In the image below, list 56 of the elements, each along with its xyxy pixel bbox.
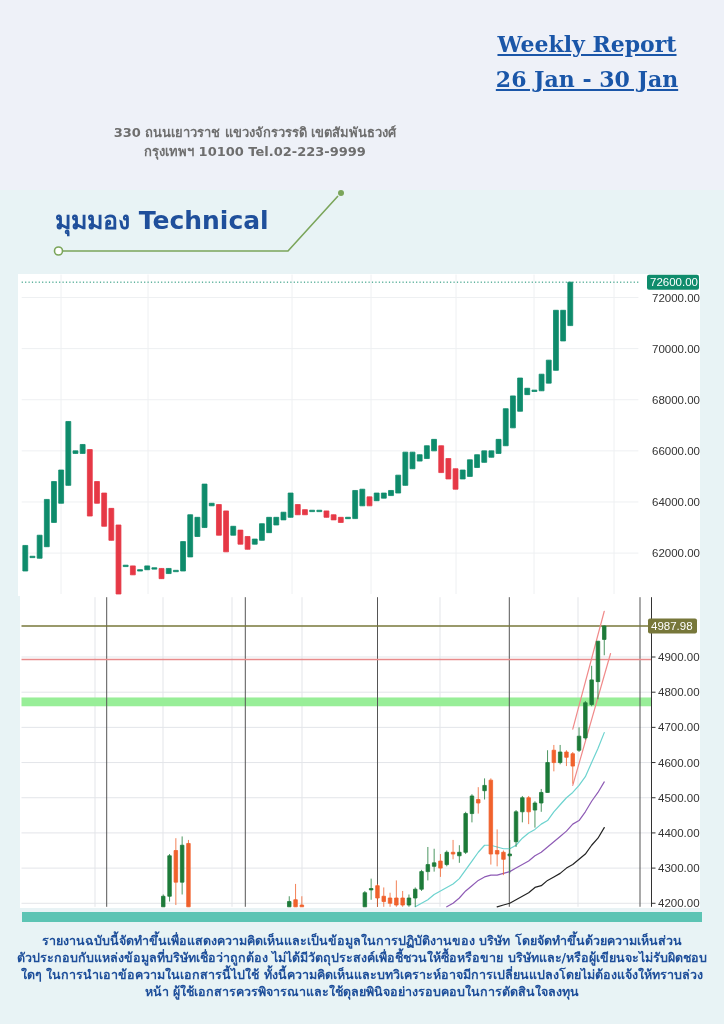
y-tick-label: 72000.00 <box>652 291 700 304</box>
candlestick <box>488 777 494 865</box>
line-series <box>414 732 605 908</box>
chart-title: มุมมอง Technical <box>55 205 269 236</box>
ref-line-label: 4987.98 <box>651 620 693 633</box>
line-series <box>496 827 605 908</box>
candlestick <box>406 894 412 908</box>
candlestick <box>158 568 165 580</box>
candlestick <box>576 726 582 753</box>
y-tick-label: 68000.00 <box>652 393 700 406</box>
candlestick <box>362 890 368 908</box>
candlestick <box>179 836 185 895</box>
y-tick-label: 4700.00 <box>658 721 700 734</box>
candlestick <box>287 895 292 908</box>
y-tick-label: 4400.00 <box>658 826 700 839</box>
candlestick <box>122 564 129 567</box>
candlestick <box>526 795 531 825</box>
candlestick <box>520 795 525 823</box>
y-tick-label: 4200.00 <box>658 897 700 910</box>
candlestick <box>173 837 179 906</box>
candlestick <box>532 800 538 829</box>
y-tick-label: 4300.00 <box>658 862 700 875</box>
candlestick <box>387 892 393 908</box>
y-tick-label: 64000.00 <box>652 495 700 508</box>
text: Weekly Report <box>497 30 677 58</box>
y-tick-label: 66000.00 <box>652 444 700 457</box>
candlestick <box>602 624 607 656</box>
candlestick <box>469 793 475 823</box>
candlestick <box>551 744 557 772</box>
candlestick <box>513 809 519 848</box>
candlestick <box>366 496 373 507</box>
candlestick <box>186 839 191 908</box>
y-tick-label: 62000.00 <box>652 547 700 560</box>
ref-line-label: 72600.00 <box>650 276 698 289</box>
candlestick <box>482 777 487 800</box>
y-tick-label: 4600.00 <box>658 756 700 769</box>
candlestick <box>595 640 601 700</box>
candlestick <box>444 850 449 867</box>
text: กรุงเทพฯ 10100 Tel.02-223-9999 <box>144 144 366 160</box>
candlestick <box>507 839 512 874</box>
y-tick-label: 4900.00 <box>658 651 700 664</box>
y-tick-label: 4800.00 <box>658 686 700 699</box>
candlestick <box>557 744 563 765</box>
text: รายงานฉบับนี้จัดทำขึ้นเพื่อแสดงความคิดเห็นและเป็นข้อมูลในการปฏิบัติงานของ บริษัท โดยจัดทำขึ้นด้วยความเห็นส่วนตัวประกอบกับแหล่งข้อมูลที่บริษัทเชื่อว่าถูกต้อง ไม่ได้มีวัตถุประสงค์เพื่อชี้ชวนให้ซื้อหรือขาย บริษัทและ/หรือผู้เขียนจะไม่รับผิดชอบใดๆ ในการนำเอาข้อความในเอกสารนี้ไปใช้ ทั้งนี้ความคิดเห็นและบทวิเคราะห์อาจมีการเปลี่ยนแปลงโดยไม่ต้องแจ้งให้ทราบล่วงหน้า ผู้ใช้เอกสารควรพิจารณาและใช้ดุลยพินิจอย่างรอบคอบในการตัดสินใจลงทุน <box>16 932 708 1000</box>
candlestick <box>450 839 456 860</box>
text: 26 Jan - 30 Jan <box>495 65 679 93</box>
candlestick <box>438 853 443 878</box>
candlestick <box>230 525 237 536</box>
candlestick <box>476 786 481 814</box>
candlestick <box>431 848 437 873</box>
line-series <box>446 781 605 908</box>
text: 330 ถนนเยาวราช แขวงจักรวรรดิ เขตสัมพันธวงศ์ <box>113 125 397 141</box>
y-tick-label: 4500.00 <box>658 791 700 804</box>
candlestick <box>130 565 136 576</box>
y-tick-label: 70000.00 <box>652 342 700 355</box>
candlestick <box>368 878 374 901</box>
